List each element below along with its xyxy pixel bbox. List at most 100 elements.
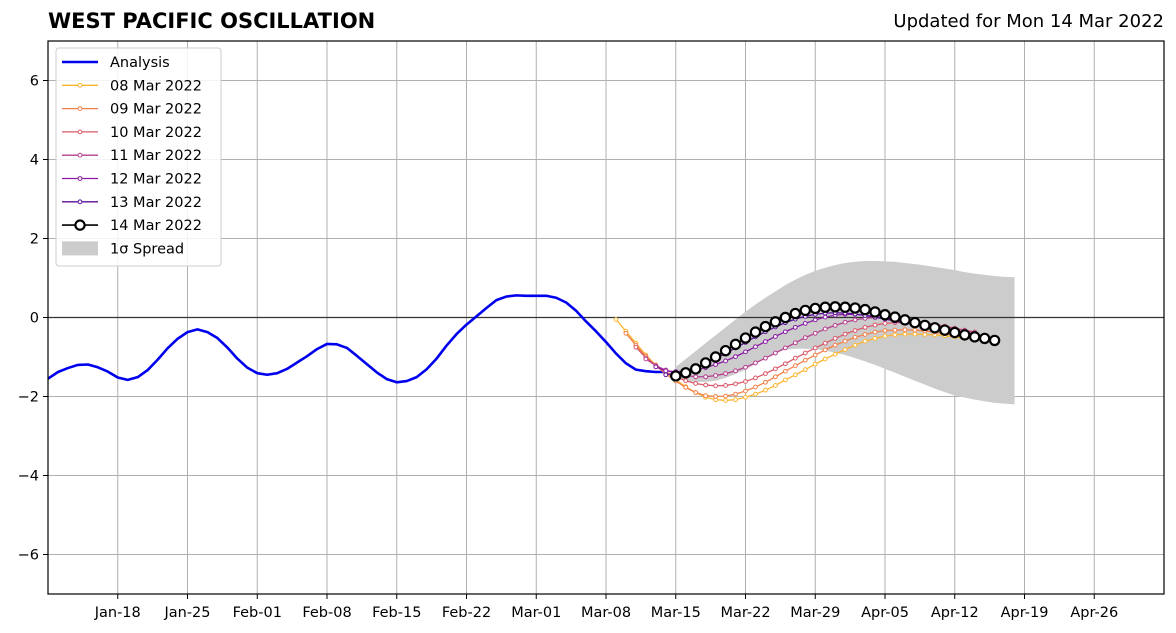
forecast-point (772, 383, 778, 388)
forecast-point (869, 306, 881, 318)
forecast-point (842, 319, 848, 325)
chart-title: WEST PACIFIC OSCILLATION (48, 9, 376, 33)
forecast-point (623, 330, 629, 336)
forecast-point (733, 397, 738, 403)
forecast-point (829, 301, 841, 313)
forecast-point (633, 344, 639, 350)
forecast-point (812, 345, 818, 351)
forecast-point (743, 388, 748, 394)
forecast-point (699, 357, 712, 369)
forecast-point (822, 326, 828, 332)
forecast-point (949, 326, 961, 339)
forecast-point (899, 314, 911, 326)
legend-label: 10 Mar 2022 (110, 125, 202, 141)
x-tick-label: Feb-15 (372, 605, 421, 621)
forecast-point (852, 328, 858, 333)
forecast-point (802, 367, 808, 373)
forecast-point (763, 379, 768, 385)
forecast-point (842, 347, 848, 352)
forecast-point (693, 381, 699, 386)
forecast-point (693, 390, 699, 395)
forecast-point (723, 393, 728, 399)
forecast-point (882, 321, 888, 326)
legend-swatch-marker (77, 82, 83, 88)
legend-label: 1σ Spread (110, 241, 184, 257)
forecast-point (832, 323, 838, 328)
forecast-point (912, 327, 918, 333)
forecast-point (683, 385, 689, 390)
forecast-point (968, 331, 981, 343)
forecast-point (723, 358, 728, 364)
forecast-point (792, 372, 798, 378)
legend-label: 08 Mar 2022 (110, 78, 202, 94)
legend-label: 12 Mar 2022 (110, 172, 202, 188)
series-group (47, 294, 1001, 403)
forecast-point (872, 329, 878, 335)
forecast-point (703, 393, 709, 399)
forecast-point (892, 327, 898, 333)
x-tick-label: Feb-22 (442, 605, 491, 621)
forecast-point (753, 375, 758, 381)
x-tick-label: Jan-25 (163, 605, 210, 621)
forecast-point (663, 372, 669, 378)
forecast-point (713, 394, 719, 399)
forecast-point (802, 350, 808, 356)
forecast-point (912, 331, 918, 337)
legend-label: 13 Mar 2022 (110, 195, 202, 211)
forecast-point (832, 351, 838, 357)
forecast-point (852, 317, 858, 323)
forecast-point (889, 311, 901, 323)
forecast-point (879, 309, 891, 321)
forecast-point (988, 334, 1001, 347)
x-tick-label: Mar-29 (790, 605, 840, 621)
forecast-point (812, 317, 818, 323)
forecast-point (759, 320, 772, 333)
x-tick-label: Mar-01 (511, 605, 561, 621)
forecast-point (772, 374, 778, 380)
forecast-point (852, 342, 858, 348)
forecast-point (763, 371, 768, 376)
forecast-point (872, 322, 878, 328)
forecast-point (882, 328, 888, 333)
forecast-point (743, 379, 748, 384)
forecast-point (822, 314, 828, 320)
legend-label: 14 Mar 2022 (110, 218, 202, 234)
legend-swatch-marker (77, 176, 83, 181)
y-tick-label: 2 (30, 232, 39, 248)
forecast-point (733, 391, 738, 397)
forecast-point (743, 349, 748, 355)
x-tick-label: Mar-08 (581, 605, 631, 621)
forecast-point (772, 366, 778, 372)
legend-swatch-spread (62, 241, 98, 256)
y-tick-label: −2 (18, 390, 39, 406)
legend: Analysis 08 Mar 2022 09 Mar 2022 10 Mar 202… (55, 47, 222, 267)
y-tick-label: −6 (18, 548, 39, 564)
x-tick-label: Apr-05 (861, 605, 909, 621)
forecast-point (929, 322, 941, 334)
forecast-point (723, 383, 728, 388)
forecast-point (852, 334, 858, 340)
y-tick-label: −4 (18, 469, 39, 485)
forecast-point (713, 362, 719, 367)
legend-swatch-marker (77, 199, 83, 205)
forecast-point (643, 356, 649, 362)
forecast-point (693, 374, 699, 380)
forecast-point (812, 361, 818, 367)
forecast-point (670, 370, 682, 382)
forecast-point (782, 345, 788, 351)
forecast-point (763, 339, 768, 344)
forecast-point (782, 329, 788, 335)
forecast-point (753, 391, 758, 397)
forecast-point (709, 351, 722, 363)
forecast-point (743, 394, 748, 400)
forecast-point (902, 331, 908, 337)
forecast-point (663, 368, 669, 374)
legend-swatch-marker (77, 129, 83, 135)
legend-label: 09 Mar 2022 (110, 102, 202, 118)
x-tick-label: Feb-01 (233, 605, 282, 621)
legend-swatch-marker (77, 152, 83, 158)
x-tick-label: Mar-15 (651, 605, 701, 621)
chart-subtitle: Updated for Mon 14 Mar 2022 (893, 11, 1164, 32)
forecast-point (849, 302, 861, 314)
forecast-point (902, 327, 908, 333)
